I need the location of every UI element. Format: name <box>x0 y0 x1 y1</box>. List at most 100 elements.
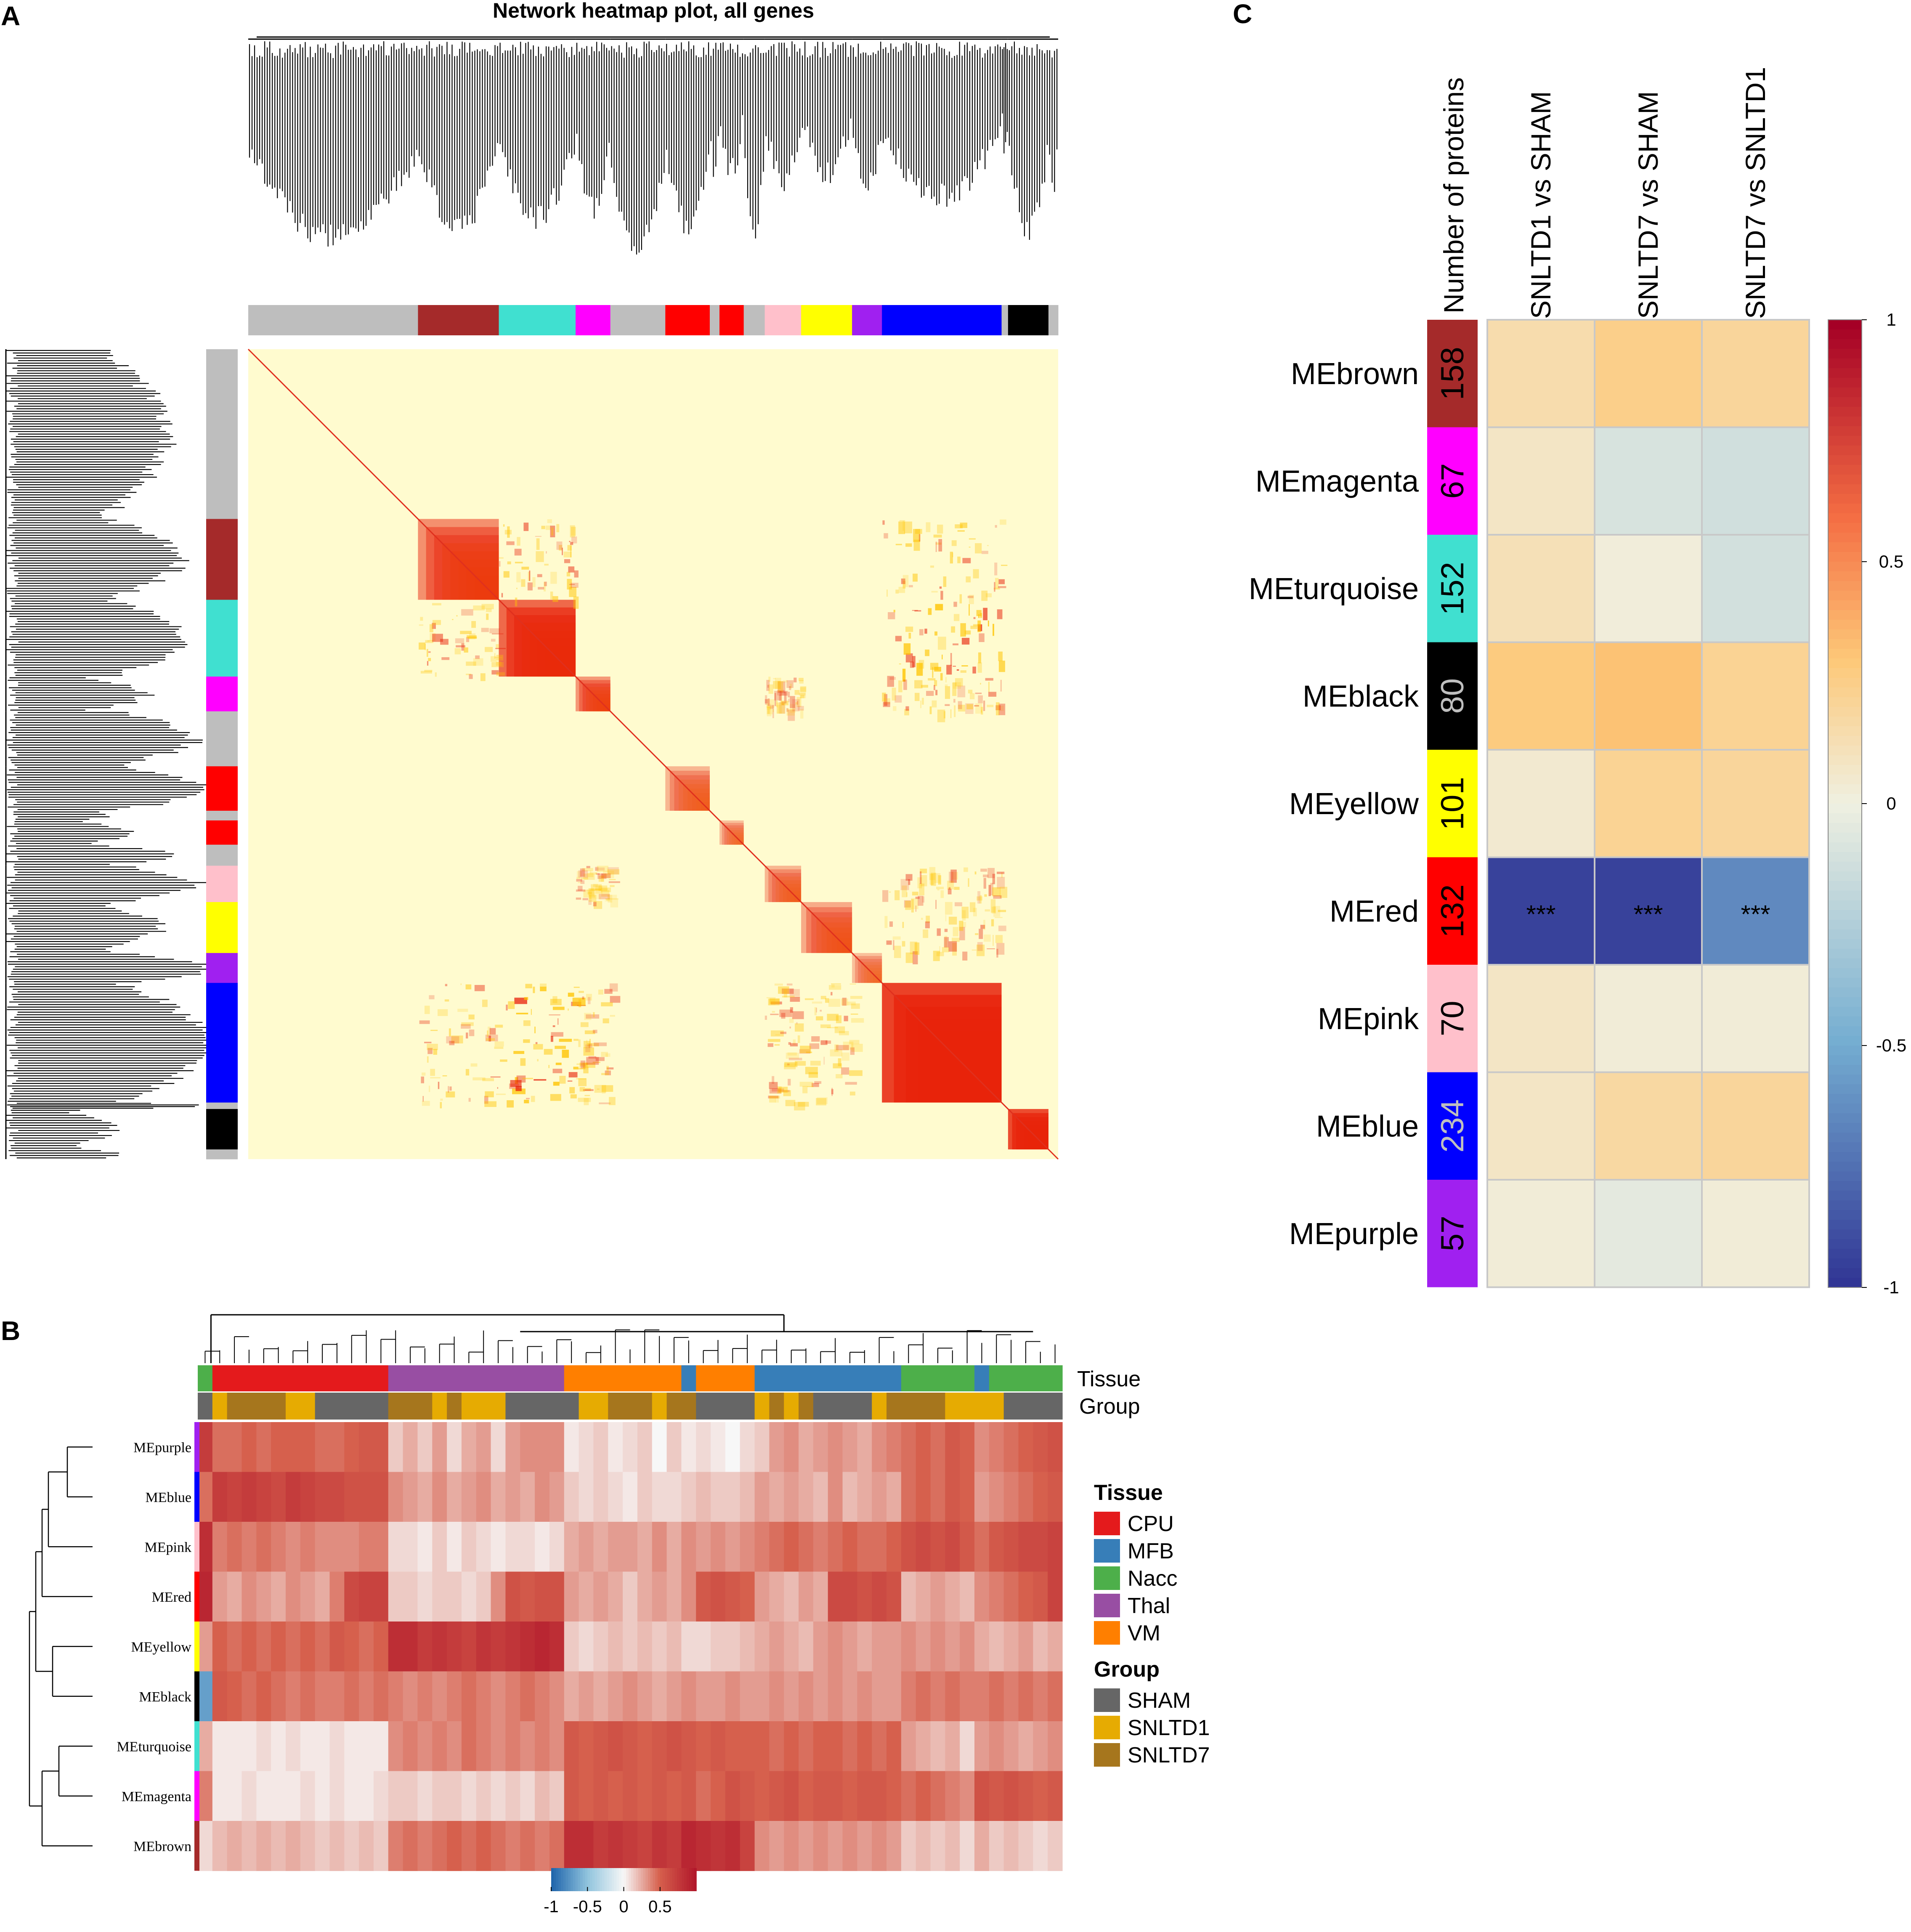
cross-module-speckle <box>430 1077 441 1079</box>
tissue-annotation-cell <box>476 1365 491 1391</box>
eigengene-cell <box>696 1472 711 1522</box>
eigengene-cell <box>198 1821 213 1871</box>
eigengene-cell <box>608 1522 623 1572</box>
cross-module-speckle <box>562 547 563 555</box>
eigengene-cell <box>403 1721 418 1772</box>
colorbar-c-segment <box>1828 987 1862 998</box>
eigengene-cell <box>359 1721 374 1772</box>
cross-module-speckle <box>494 1046 504 1049</box>
eigengene-cell <box>212 1571 228 1622</box>
colorbar-c-segment <box>1828 610 1862 620</box>
cross-module-speckle <box>788 698 790 703</box>
eigengene-cell <box>285 1771 301 1821</box>
eigengene-cell <box>652 1721 667 1772</box>
row-label-MEpink: MEpink <box>1318 1002 1419 1036</box>
colorbar-c-segment <box>1828 910 1862 920</box>
eigengene-cell <box>842 1821 857 1871</box>
legend-label-vm: VM <box>1128 1621 1160 1645</box>
cross-module-speckle <box>449 1040 455 1046</box>
panel-a-network-heatmap: Network heatmap plot, all genes <box>5 0 1059 1160</box>
cross-module-speckle <box>783 1090 791 1096</box>
eigengene-cell <box>711 1422 726 1473</box>
colorbar-c-segment <box>1828 736 1862 746</box>
cross-module-speckle <box>486 1038 495 1041</box>
colorbar-b-segment <box>662 1868 666 1891</box>
tissue-annotation-cell <box>960 1365 975 1391</box>
cross-module-speckle <box>768 998 775 1005</box>
colorbar-b-segment <box>653 1868 656 1891</box>
eigengene-cell <box>417 1422 433 1473</box>
eigengene-cell <box>432 1422 447 1473</box>
cross-module-speckle <box>770 1030 784 1037</box>
cross-module-speckle <box>442 1075 447 1077</box>
eigengene-cell <box>930 1472 945 1522</box>
row-color-strip <box>194 1522 199 1572</box>
cross-module-speckle <box>800 687 806 698</box>
cross-module-speckle <box>559 1076 566 1084</box>
cross-module-speckle <box>576 1063 589 1065</box>
eigengene-cell <box>784 1821 799 1871</box>
eigengene-cell <box>417 1472 433 1522</box>
tissue-annotation-cell <box>432 1365 447 1391</box>
cross-module-speckle <box>780 701 789 706</box>
cross-module-speckle <box>468 1014 475 1020</box>
eigengene-cell <box>608 1571 623 1622</box>
group-annotation-cell <box>769 1393 784 1420</box>
eigengene-cell <box>989 1622 1004 1672</box>
cross-module-speckle <box>957 530 965 532</box>
cross-module-speckle <box>915 897 920 899</box>
cross-module-speckle <box>991 906 996 914</box>
row-label-MEpurple: MEpurple <box>133 1440 191 1455</box>
eigengene-cell <box>242 1671 257 1722</box>
group-annotation-cell <box>549 1393 565 1420</box>
cross-module-speckle <box>555 1046 566 1049</box>
cross-module-speckle <box>994 582 995 592</box>
cross-module-speckle <box>774 693 776 706</box>
tissue-annotation-cell <box>916 1365 931 1391</box>
eigengene-cell <box>711 1622 726 1672</box>
group-annotation-cell <box>974 1393 990 1420</box>
eigengene-cell <box>505 1821 520 1871</box>
top-bar-grey <box>1048 305 1059 335</box>
protein-count-MEyellow: 101 <box>1435 777 1470 830</box>
cross-module-speckle <box>790 997 800 1002</box>
cross-module-speckle <box>448 1086 449 1093</box>
cross-module-speckle <box>789 1027 791 1029</box>
eigengene-cell <box>637 1821 653 1871</box>
cross-module-speckle <box>954 886 960 890</box>
cross-module-speckle <box>420 617 423 621</box>
colorbar-c-segment <box>1828 852 1862 862</box>
cross-module-speckle <box>988 682 990 692</box>
cross-module-speckle <box>595 867 605 871</box>
eigengene-cell <box>359 1571 374 1622</box>
eigengene-cell <box>769 1622 784 1672</box>
tissue-annotation-cell <box>711 1365 726 1391</box>
eigengene-cell <box>813 1422 828 1473</box>
colorbar-b-segment <box>600 1868 602 1891</box>
eigengene-cell <box>227 1721 242 1772</box>
column-header-1: SNLTD7 vs SHAM <box>1632 91 1664 319</box>
cross-module-speckle <box>535 536 541 537</box>
cross-module-speckle <box>580 868 585 877</box>
colorbar-c-segment <box>1828 1075 1862 1085</box>
group-annotation-cell <box>593 1393 608 1420</box>
eigengene-cell <box>212 1821 228 1871</box>
cross-module-speckle <box>584 1095 590 1096</box>
colorbar-b-segment <box>563 1868 566 1891</box>
eigengene-cell <box>886 1571 902 1622</box>
cross-module-speckle <box>955 678 963 687</box>
eigengene-cell <box>623 1771 638 1821</box>
eigengene-cell <box>901 1721 916 1772</box>
cross-module-speckle <box>908 632 911 639</box>
cross-module-speckle <box>786 983 793 986</box>
cross-module-speckle <box>957 556 961 563</box>
cross-module-speckle <box>569 587 577 597</box>
eigengene-cell <box>285 1671 301 1722</box>
significance-marker: *** <box>1633 900 1663 928</box>
cross-module-speckle <box>961 907 969 918</box>
cross-module-speckle <box>452 619 454 620</box>
cross-module-speckle <box>959 927 965 940</box>
eigengene-cell <box>696 1721 711 1772</box>
group-annotation-cell <box>813 1393 828 1420</box>
group-annotation-cell <box>461 1393 477 1420</box>
